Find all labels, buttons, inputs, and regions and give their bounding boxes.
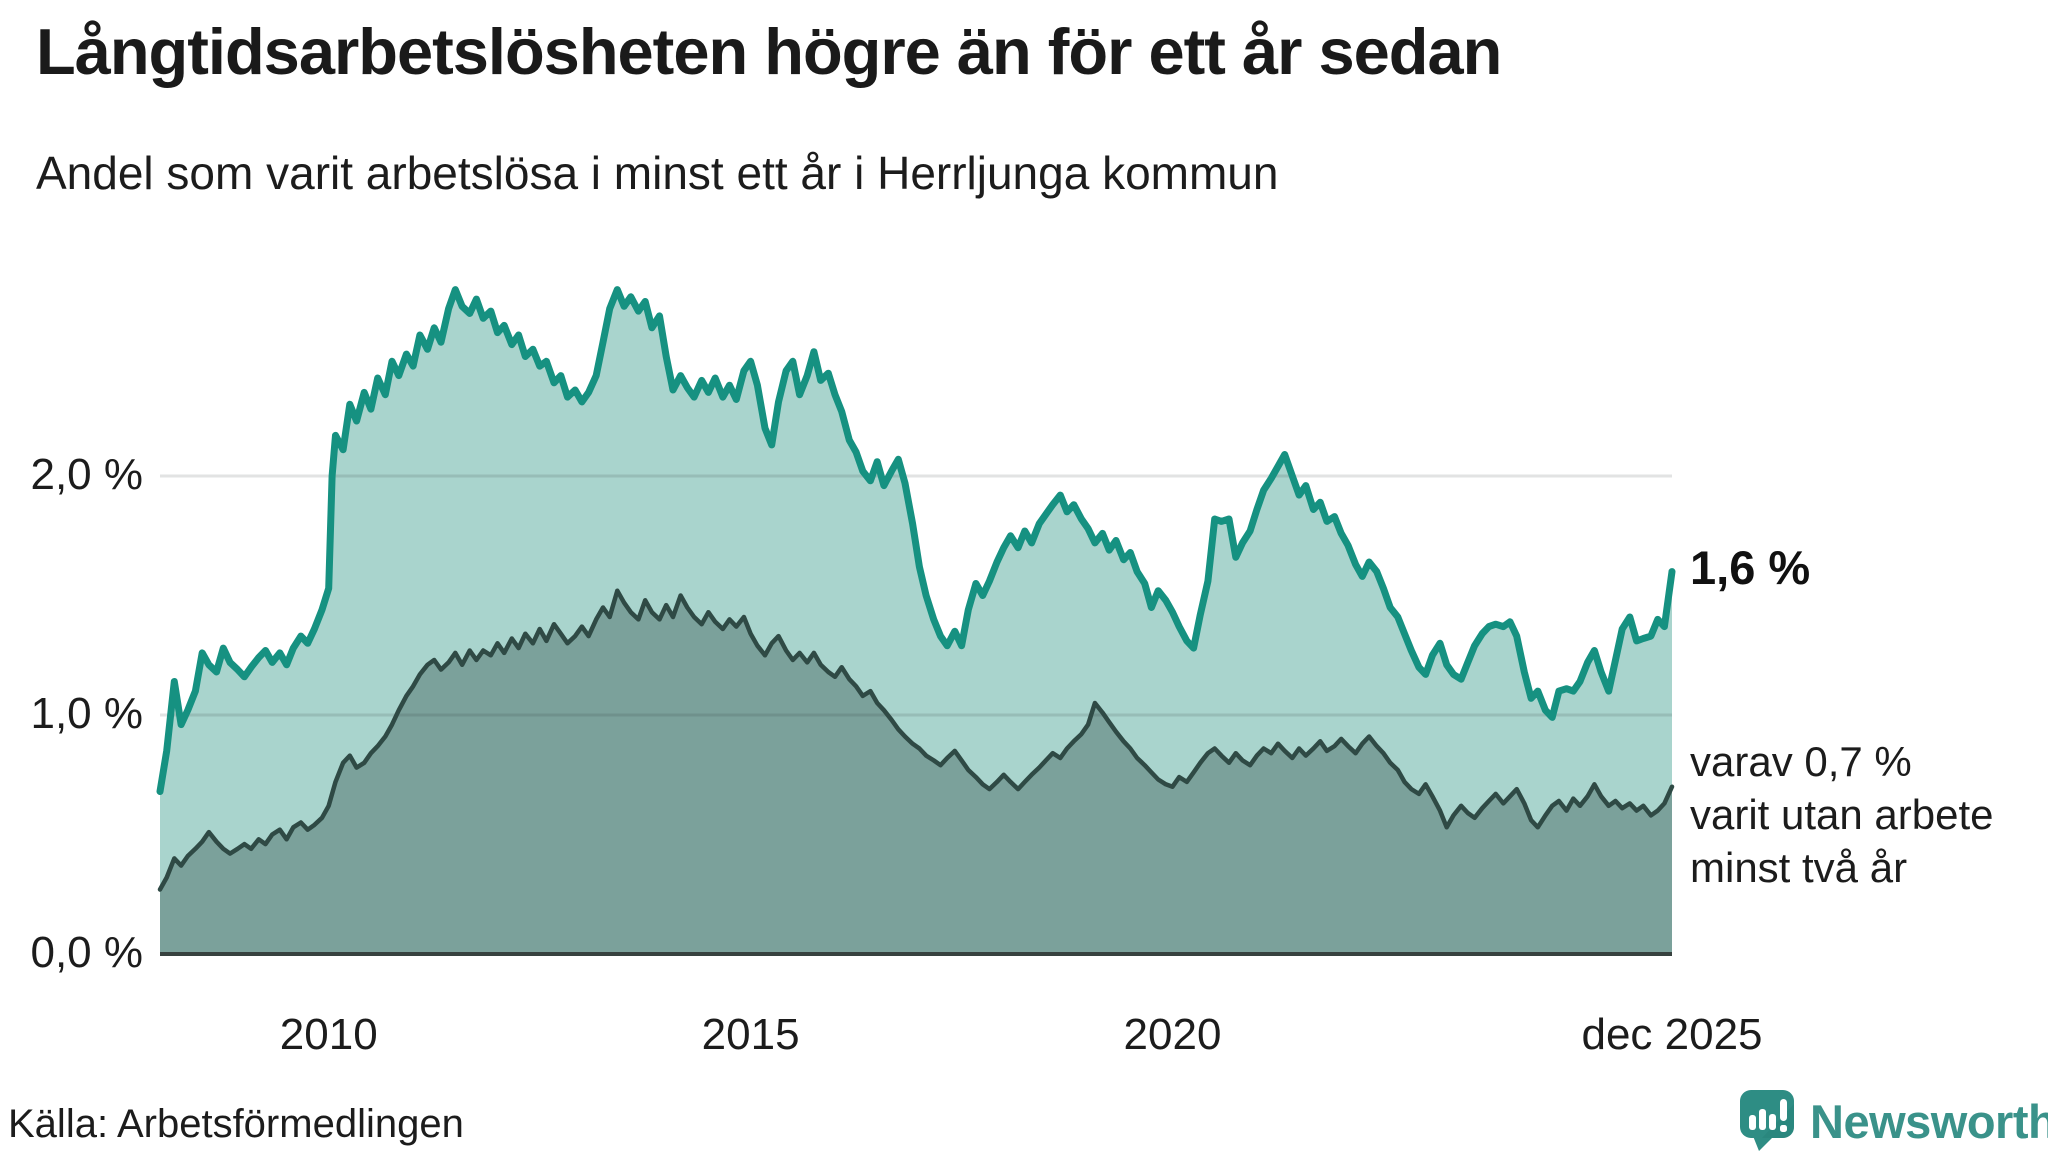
x-axis-tick-label: 2020	[1123, 1010, 1222, 1059]
y-axis-tick-label: 0,0 %	[30, 928, 143, 977]
x-axis-tick-label: 2010	[279, 1010, 378, 1059]
newsworthy-wordmark: Newsworthy	[1810, 1094, 2048, 1148]
page-title: Långtidsarbetslösheten högre än för ett …	[36, 15, 1502, 88]
series-line	[157, 588, 1675, 892]
source-caption: Källa: Arbetsförmedlingen	[8, 1102, 464, 1146]
x-axis-tick-label: dec 2025	[1581, 1010, 1763, 1059]
chart-subtitle: Andel som varit arbetslösa i minst ett å…	[36, 147, 1279, 199]
newsworthy-logo: Newsworthy	[1740, 1090, 2048, 1152]
y-axis-tick-label: 1,0 %	[30, 689, 143, 738]
secondary-series-annotation: varav 0,7 % varit utan arbete minst två …	[1690, 738, 1994, 891]
x-axis-tick-label: 2015	[701, 1010, 800, 1059]
newsworthy-bubble-chart-icon	[1740, 1090, 1794, 1151]
y-axis-tick-label: 2,0 %	[30, 450, 143, 499]
latest-value-label: 1,6 %	[1690, 541, 1811, 594]
series-area-2	[160, 590, 1672, 954]
series-line	[156, 286, 1676, 795]
